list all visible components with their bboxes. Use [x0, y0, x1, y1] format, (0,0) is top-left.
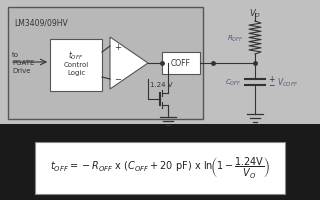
Bar	[0, 0, 320, 124]
Polygon shape	[110, 38, 148, 90]
Text: −: −	[268, 81, 274, 90]
Text: $t_{OFF} = -R_{OFF}\ \mathsf{x}\ (C_{OFF} + 20\ \mathrm{pF})\ \mathsf{x}\ \mathr: $t_{OFF} = -R_{OFF}\ \mathsf{x}\ (C_{OFF…	[50, 156, 270, 181]
Text: $R_{OFF}$: $R_{OFF}$	[227, 33, 243, 43]
Text: +: +	[268, 75, 274, 84]
Bar	[50, 40, 102, 92]
Text: +: +	[115, 42, 121, 51]
Text: $t_{OFF}$: $t_{OFF}$	[68, 50, 84, 62]
Text: $V_O$: $V_O$	[249, 8, 261, 20]
Text: to: to	[12, 52, 19, 58]
Bar	[35, 142, 285, 194]
Text: Drive: Drive	[12, 68, 30, 74]
Text: Logic: Logic	[67, 70, 85, 76]
Bar	[8, 8, 203, 119]
Text: PGATE: PGATE	[12, 60, 34, 66]
Text: LM3409/09HV: LM3409/09HV	[14, 18, 68, 27]
Text: $V_{COFF}$: $V_{COFF}$	[277, 76, 298, 89]
Text: COFF: COFF	[171, 59, 191, 68]
Text: Control: Control	[63, 62, 89, 68]
Text: $C_{OFF}$: $C_{OFF}$	[225, 78, 241, 88]
Text: −: −	[115, 75, 122, 84]
Bar	[162, 53, 200, 75]
Text: 1.24 V: 1.24 V	[150, 82, 172, 88]
Bar	[0, 124, 320, 144]
